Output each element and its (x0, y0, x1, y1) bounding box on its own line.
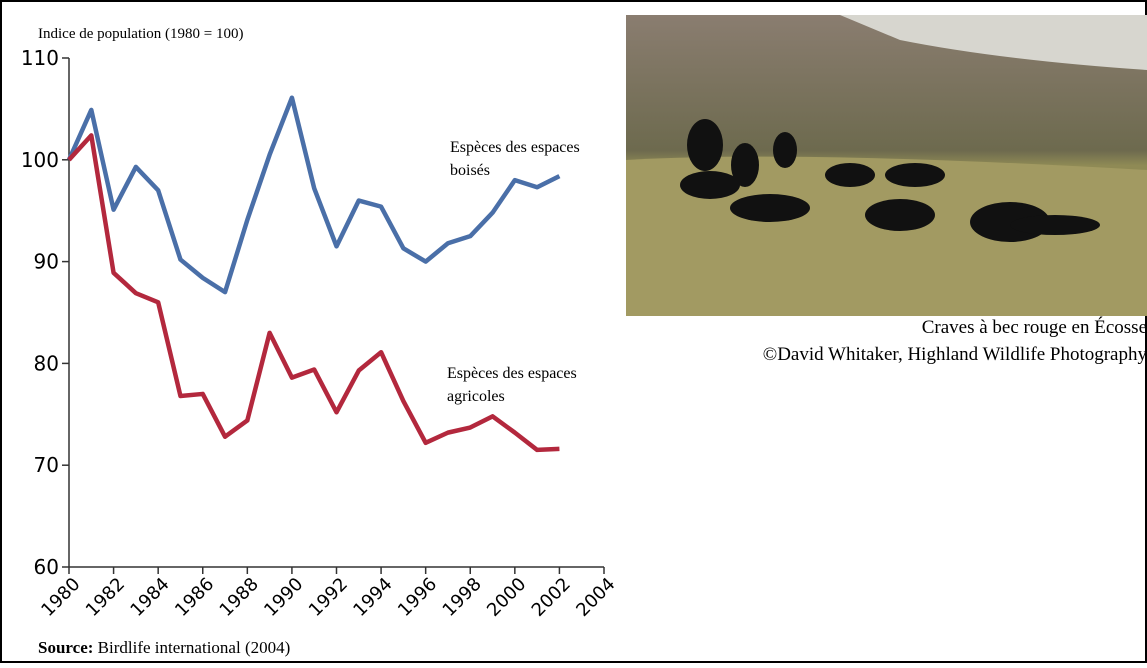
source-text: Birdlife international (2004) (98, 638, 291, 657)
x-tick-label: 1986 (171, 574, 218, 621)
y-tick-label: 70 (34, 453, 59, 477)
photo (626, 15, 1147, 316)
y-tick-label: 100 (21, 148, 59, 172)
series-label: agricoles (447, 388, 505, 405)
y-tick-label: 110 (21, 46, 59, 70)
y-axis-label: Indice de population (1980 = 100) (38, 26, 244, 42)
photo-caption: Craves à bec rouge en Écosse (922, 316, 1147, 338)
x-tick-label: 1990 (260, 574, 307, 621)
x-tick-label: 1992 (305, 574, 352, 621)
photo-credit: ©David Whitaker, Highland Wildlife Photo… (763, 344, 1147, 365)
y-tick-label: 90 (34, 250, 59, 274)
figure: Craves à bec rouge en Écosse ©David Whit… (0, 0, 1147, 663)
series-label: Espèces des espaces (450, 139, 580, 156)
series-label: Espèces des espaces (447, 365, 577, 382)
series-label: boisés (450, 162, 490, 179)
x-tick-label: 2002 (528, 574, 575, 621)
x-tick-label: 2004 (572, 574, 619, 621)
x-tick-label: 1980 (37, 574, 84, 621)
x-tick-label: 1998 (439, 574, 486, 621)
x-tick-label: 1984 (126, 574, 173, 621)
source: Source: Birdlife international (2004) (38, 638, 290, 657)
x-tick-label: 2000 (483, 574, 530, 621)
source-label: Source: (38, 638, 93, 657)
y-tick-label: 60 (34, 555, 59, 579)
x-tick-label: 1994 (349, 574, 396, 621)
y-tick-label: 80 (34, 351, 59, 375)
x-tick-label: 1982 (82, 574, 129, 621)
x-tick-label: 1996 (394, 574, 441, 621)
x-tick-label: 1988 (216, 574, 263, 621)
series-line (69, 98, 559, 292)
